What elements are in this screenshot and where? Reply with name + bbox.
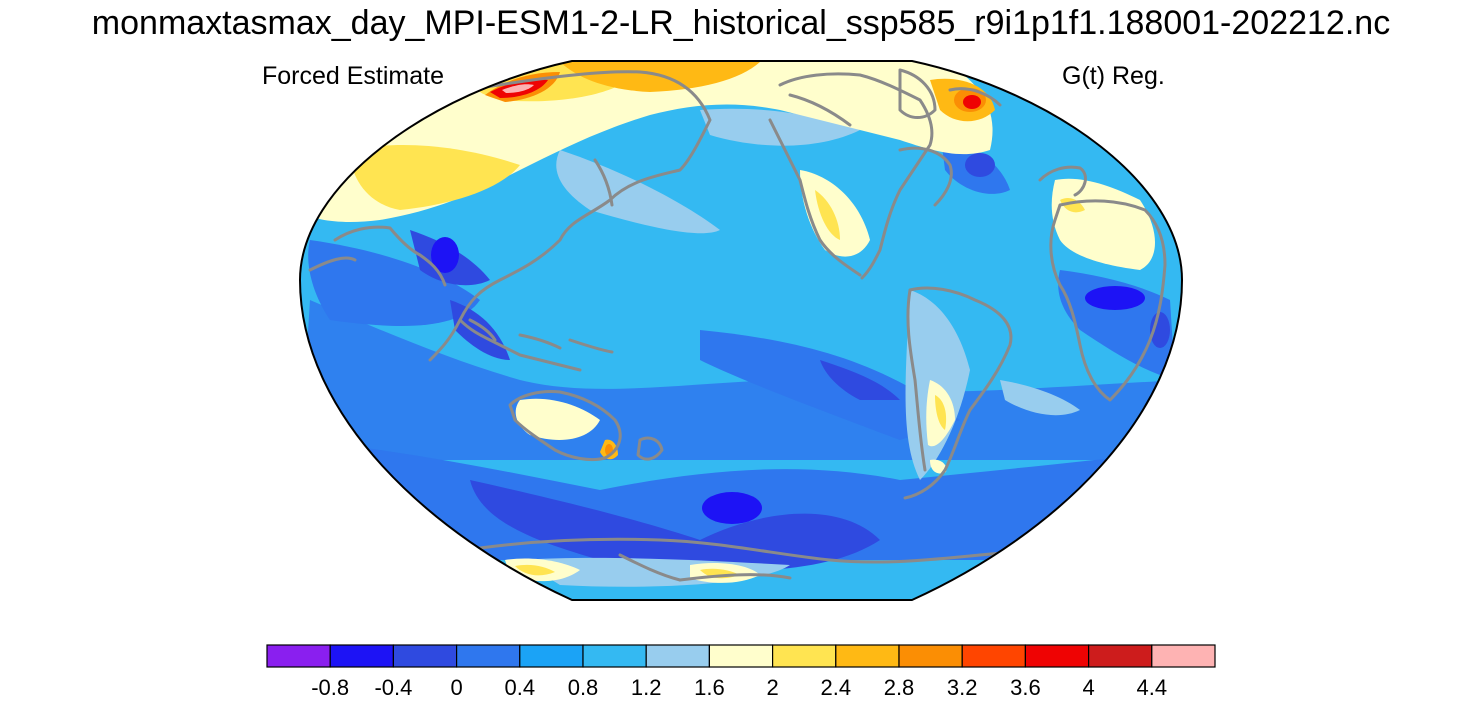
colorbar-tick-label: 0.4	[505, 675, 536, 700]
colorbar-swatch	[961, 644, 1027, 668]
colorbar-swatch	[1151, 644, 1216, 668]
colorbar-swatch	[329, 644, 395, 668]
left-subtitle: Forced Estimate	[262, 62, 445, 90]
colorbar-tick-label: 4	[1082, 675, 1094, 700]
colorbar-swatch	[392, 644, 458, 668]
colorbar-swatch	[708, 644, 774, 668]
colorbar-tick-label: -0.4	[374, 675, 412, 700]
colorbar-swatch	[771, 644, 837, 668]
colorbar-tick-label: 2.8	[884, 675, 915, 700]
colorbar-swatch	[1024, 644, 1090, 668]
colorbar-swatch	[519, 644, 584, 668]
colorbar-tick-label: 2.4	[821, 675, 852, 700]
colorbar-tick-label: 1.2	[631, 675, 662, 700]
right-subtitle: G(t) Reg.	[1062, 62, 1165, 90]
colorbar-swatch	[835, 644, 900, 668]
colorbar-tick-label: 0.8	[568, 675, 599, 700]
colorbar-tick-label: -0.8	[311, 675, 349, 700]
colorbar-swatch	[1087, 644, 1153, 668]
colorbar-tick-label: 3.2	[947, 675, 978, 700]
coastlines	[308, 68, 1167, 582]
colorbar-tick-label: 1.6	[694, 675, 725, 700]
colorbar-tick-label: 4.4	[1137, 675, 1168, 700]
colorbar-swatch	[582, 644, 647, 668]
colorbar-tick-label: 3.6	[1010, 675, 1041, 700]
colorbar-tick-label: 0	[450, 675, 462, 700]
map-boundary	[298, 60, 1184, 601]
world-map	[298, 60, 1184, 601]
colorbar-swatch	[645, 644, 711, 668]
colorbar-swatch	[266, 644, 331, 668]
colorbar-tick-label: 2	[766, 675, 778, 700]
colorbar-swatch	[898, 644, 963, 668]
plot-title: monmaxtasmax_day_MPI-ESM1-2-LR_historica…	[91, 4, 1391, 42]
colorbar-swatch	[456, 644, 521, 668]
